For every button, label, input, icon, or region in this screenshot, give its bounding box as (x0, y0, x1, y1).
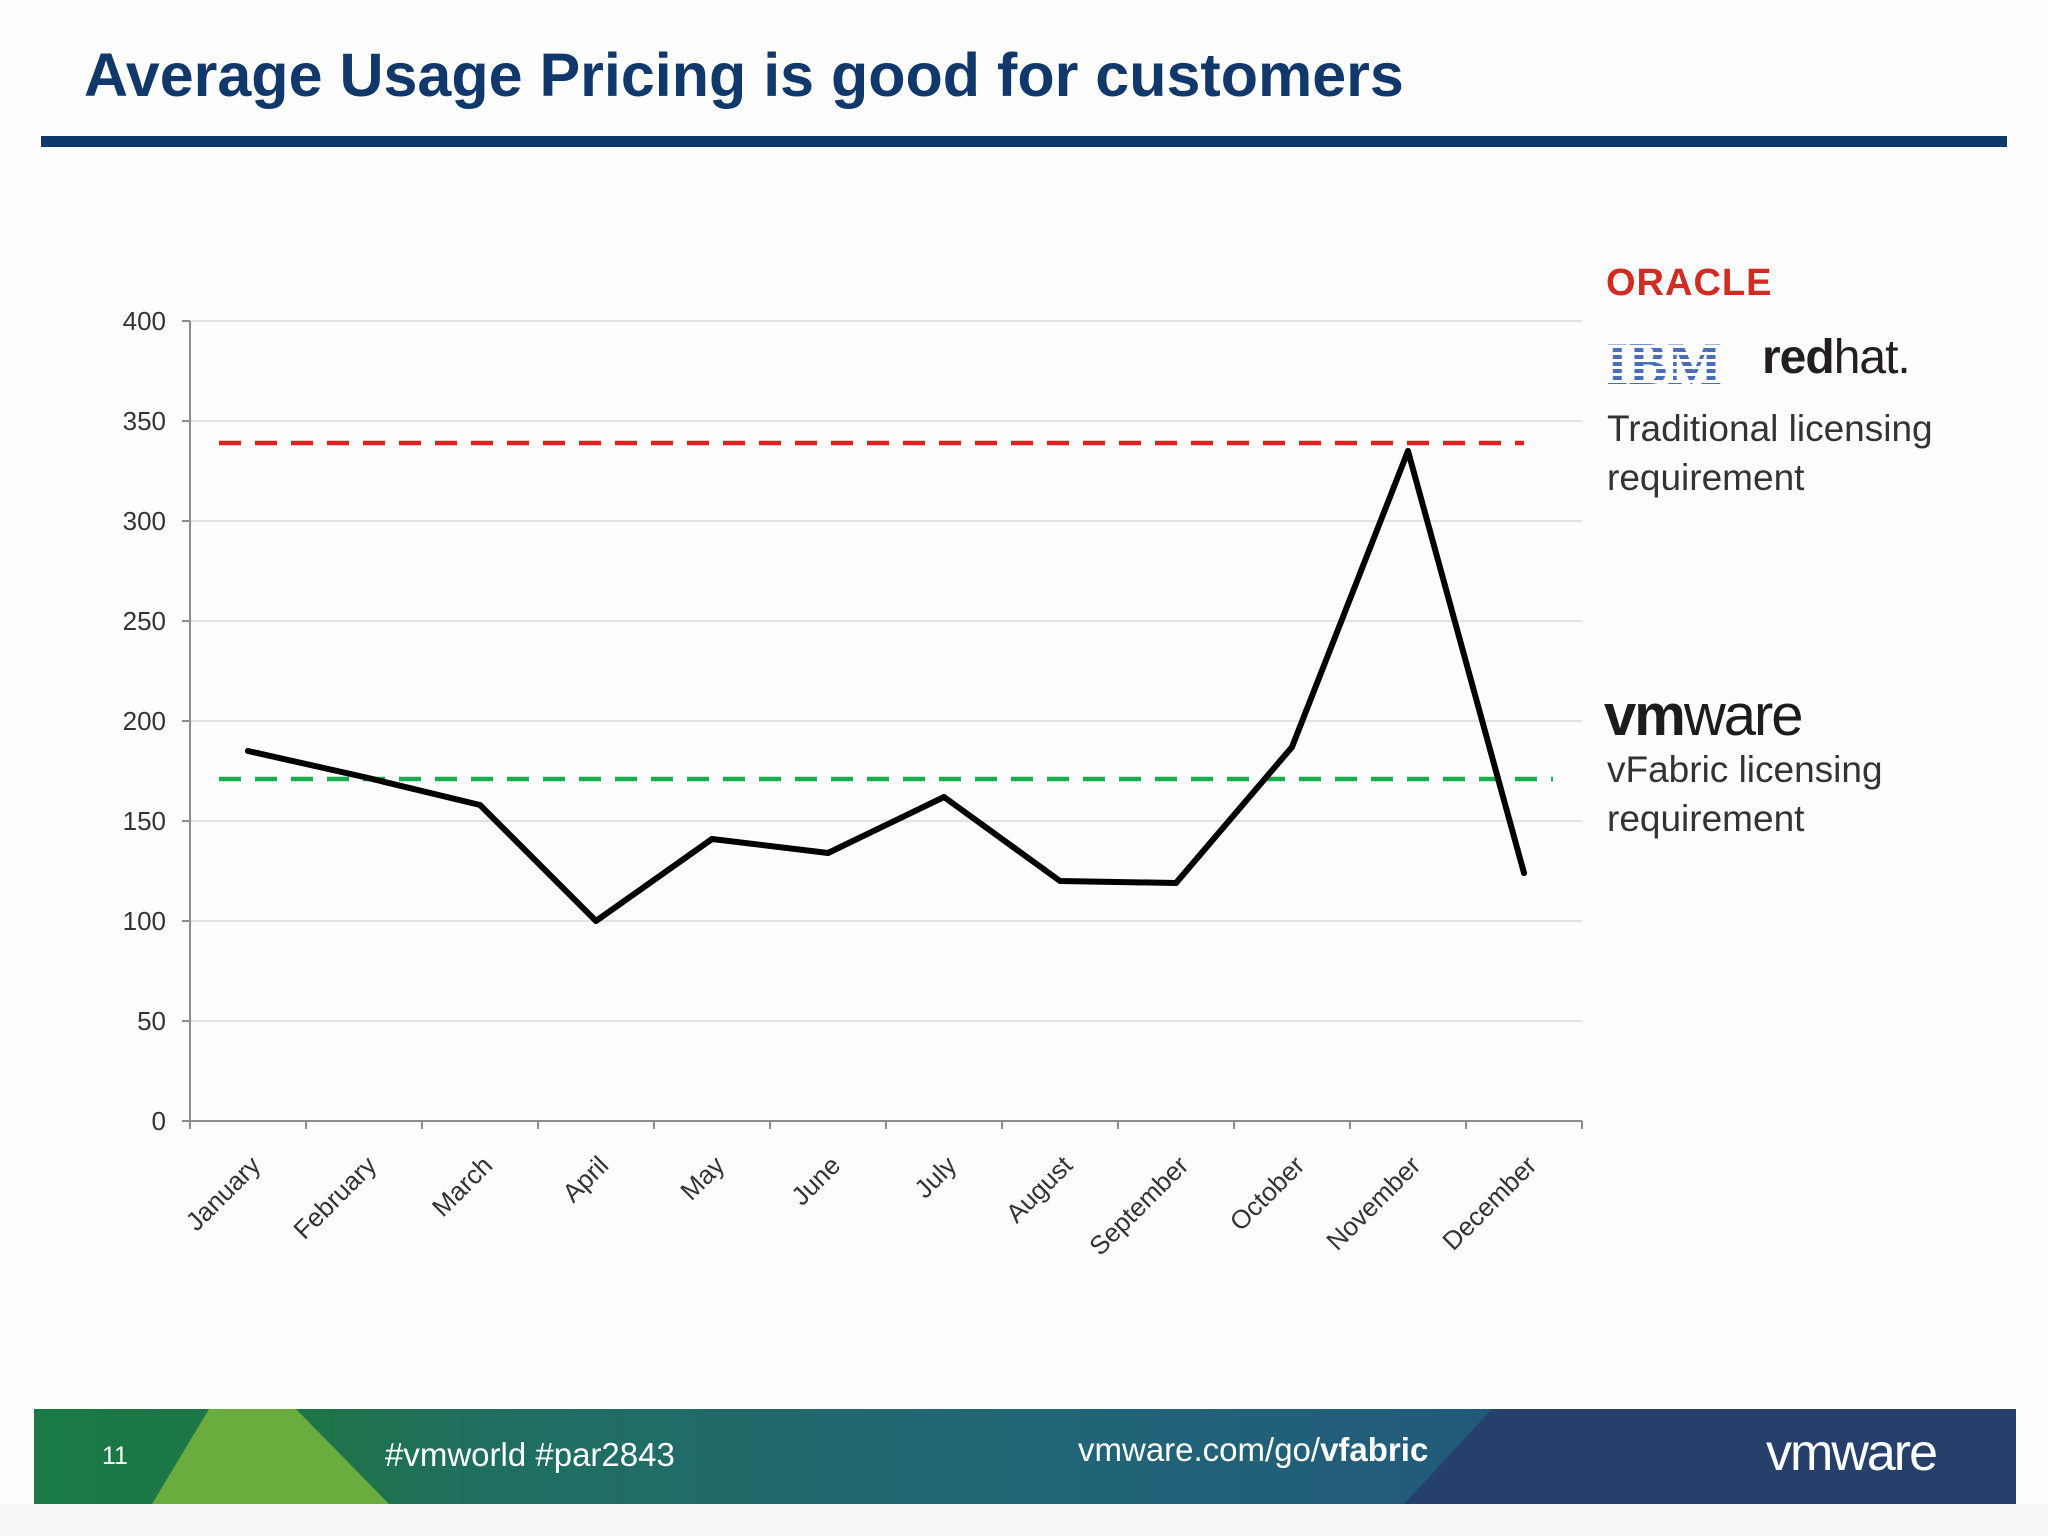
y-tick-label: 300 (123, 506, 166, 536)
traditional-licensing-note: Traditional licensing requirement (1607, 408, 1933, 498)
series-line (245, 448, 1527, 924)
x-tick-label: June (785, 1150, 846, 1211)
y-tick-label: 50 (137, 1006, 166, 1036)
ibm-logo-text: IBM (1606, 334, 1722, 386)
x-tick-label: December (1436, 1150, 1542, 1256)
hashtags: #vmworld #par2843 (385, 1436, 675, 1473)
footer-vmware-logo: vmware (1766, 1424, 1938, 1482)
y-tick-label: 150 (123, 806, 166, 836)
data-point (1057, 878, 1063, 884)
series-layer (245, 448, 1527, 924)
footer-background (34, 1409, 2016, 1504)
y-tick-label: 250 (123, 606, 166, 636)
x-tick-labels: January February March April May June July Augu… (180, 1149, 1543, 1261)
usage-line-chart: 0 50 100 150 200 250 300 350 400 January February… (123, 306, 1583, 1261)
x-tick-label: August (1000, 1149, 1079, 1228)
data-point (1405, 448, 1411, 454)
footer-url-link[interactable]: vmware.com/go/vfabric (1078, 1431, 1429, 1468)
data-point (1173, 880, 1179, 886)
x-tick-label: March (426, 1150, 498, 1222)
x-tick-label: January (180, 1150, 267, 1237)
oracle-logo: ORACLE (1606, 262, 1773, 304)
redhat-logo: redhat. (1762, 331, 1911, 384)
x-tick-label: October (1224, 1150, 1311, 1237)
vfabric-licensing-note: vFabric licensing requirement (1607, 749, 1883, 839)
data-point (245, 748, 251, 754)
ibm-logo: IBM (1606, 334, 1722, 386)
data-point (1289, 744, 1295, 750)
y-tick-label: 350 (123, 406, 166, 436)
data-point (709, 836, 715, 842)
x-tick-label: April (556, 1150, 614, 1208)
y-tick-labels: 0 50 100 150 200 250 300 350 400 (123, 306, 166, 1136)
x-tick-label: February (287, 1150, 382, 1245)
data-point (593, 918, 599, 924)
y-tick-label: 200 (123, 706, 166, 736)
data-point (825, 850, 831, 856)
footer-banner: 11 #vmworld #par2843 vmware.com/go/vfabr… (34, 1409, 2016, 1504)
x-tick-label: May (674, 1150, 730, 1206)
bottom-strip (0, 1504, 2048, 1536)
slide-title: Average Usage Pricing is good for custom… (84, 41, 1404, 109)
data-point (941, 794, 947, 800)
y-tick-label: 0 (152, 1106, 166, 1136)
x-tick-label: November (1320, 1150, 1426, 1256)
chart-axes (182, 320, 1583, 1129)
page-number: 11 (102, 1442, 128, 1470)
title-divider (41, 136, 2007, 147)
data-point (1521, 870, 1527, 876)
data-point (361, 774, 367, 780)
y-tick-label: 100 (123, 906, 166, 936)
reference-lines (219, 440, 1553, 782)
x-tick-label: July (908, 1150, 962, 1204)
y-tick-label: 400 (123, 306, 166, 336)
data-point (477, 802, 483, 808)
vmware-logo: vmware (1604, 683, 1804, 748)
x-tick-label: September (1083, 1150, 1194, 1261)
chart-gridlines (190, 320, 1582, 1022)
